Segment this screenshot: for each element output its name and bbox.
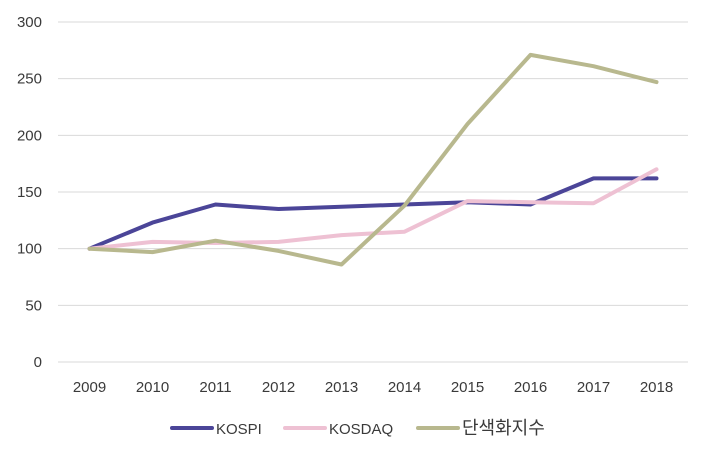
series-lines (87, 52, 659, 267)
y-tick-label: 50 (25, 297, 42, 314)
x-tick-label: 2013 (325, 379, 358, 396)
y-tick-label: 0 (34, 354, 42, 371)
gridlines (58, 21, 688, 363)
y-tick-label: 200 (17, 127, 42, 144)
x-tick-label: 2011 (199, 379, 231, 396)
y-tick-label: 250 (17, 71, 42, 88)
x-tick-label: 2017 (577, 379, 610, 396)
y-tick-label: 100 (17, 241, 42, 258)
legend: KOSPI KOSDAQ 단색화지수 (170, 418, 545, 438)
series-line-0 (87, 176, 659, 251)
x-tick-label: 2015 (451, 379, 484, 396)
x-tick-label: 2016 (514, 379, 547, 396)
legend-label: 단색화지수 (462, 418, 545, 438)
legend-label: KOSPI (216, 421, 262, 438)
legend-label: KOSDAQ (329, 421, 393, 438)
x-tick-label: 2010 (136, 379, 169, 396)
x-tick-label: 2009 (73, 379, 106, 396)
y-tick-label: 150 (17, 184, 42, 201)
x-axis-ticks: 2009 2010 2011 2012 2013 2014 2015 2016 2017 2018 (73, 379, 673, 396)
y-axis-ticks: 0 50 100 150 200 250 300 (17, 14, 42, 371)
series-line-2 (87, 52, 659, 267)
y-tick-label: 300 (17, 14, 42, 31)
x-tick-label: 2012 (262, 379, 295, 396)
x-tick-label: 2014 (388, 379, 421, 396)
x-tick-label: 2018 (640, 379, 673, 396)
